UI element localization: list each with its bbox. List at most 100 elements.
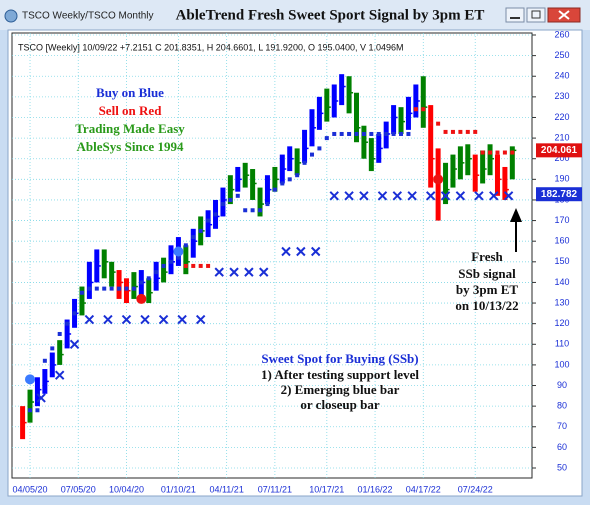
x-mark [310, 246, 321, 257]
price-bar [487, 144, 493, 176]
support-dots [250, 208, 255, 213]
support-dots [317, 146, 322, 151]
app-icon [4, 9, 18, 23]
price-bar [109, 261, 115, 287]
resistance-dots [443, 129, 448, 134]
x-mark [455, 191, 466, 201]
support-dots [376, 131, 381, 136]
maximize-button[interactable] [526, 7, 546, 23]
price-bar [146, 278, 152, 304]
support-dots [369, 131, 374, 136]
resistance-dots [191, 263, 196, 268]
price-bar [339, 74, 345, 106]
plot-area [11, 32, 533, 479]
x-mark [474, 191, 484, 201]
support-dots [295, 173, 300, 178]
price-bar [205, 210, 211, 238]
x-mark [259, 267, 269, 277]
y-tick-label: 100 [554, 359, 569, 369]
price-bar [324, 88, 330, 122]
x-tick-label: 10/04/20 [109, 484, 144, 494]
x-mark [103, 314, 113, 325]
y-tick-label: 80 [557, 401, 567, 411]
signal-circle [433, 174, 444, 185]
price-bar [116, 270, 122, 299]
y-tick-label: 160 [554, 236, 569, 246]
annotation: SSb signal [458, 266, 516, 281]
y-tick-label: 230 [554, 91, 569, 101]
x-mark [229, 267, 239, 277]
window-tab[interactable]: TSCO Weekly/TSCO Monthly [22, 11, 154, 22]
support-dots [206, 218, 211, 223]
x-tick-label: 07/24/22 [458, 484, 493, 494]
support-dots [94, 286, 99, 291]
y-tick-label: 210 [554, 132, 569, 142]
x-tick-label: 07/11/21 [258, 484, 292, 494]
price-bar [420, 76, 426, 128]
resistance-dots [465, 129, 470, 134]
support-dots [324, 136, 329, 141]
support-dots [347, 131, 352, 136]
support-dots [146, 276, 151, 281]
price-bar [161, 257, 167, 283]
support-dots [57, 331, 62, 336]
signal-circle [173, 246, 184, 257]
x-mark [54, 370, 65, 380]
x-tick-label: 07/05/20 [61, 484, 96, 494]
support-dots [183, 243, 188, 248]
price-bar [220, 187, 226, 217]
price-bar [183, 245, 189, 275]
price-bar [509, 146, 515, 180]
annotation: by 3pm ET [456, 282, 518, 297]
price-bar [257, 187, 263, 217]
price-bar [428, 105, 434, 188]
y-tick-label: 150 [554, 256, 569, 266]
resistance-dots [488, 150, 493, 155]
price-bar [153, 261, 159, 291]
signal-circle [136, 293, 147, 304]
x-mark [195, 314, 206, 325]
y-tick-label: 70 [557, 421, 567, 431]
support-dots [339, 131, 344, 136]
price-bar [302, 129, 308, 163]
chart-title: AbleTrend Fresh Sweet Sport Signal by 3p… [176, 7, 485, 23]
price-tag [536, 187, 582, 202]
price-bar [27, 389, 33, 423]
window-buttons [505, 7, 581, 23]
x-mark [140, 314, 150, 325]
support-dots [191, 235, 196, 240]
support-dots [243, 208, 248, 213]
x-mark [84, 314, 95, 325]
price-bar [346, 76, 352, 114]
resistance-dots [198, 263, 203, 268]
annotation: Sell on Red [99, 103, 163, 118]
annotation: Fresh [471, 249, 503, 264]
support-dots [35, 408, 40, 413]
x-mark [158, 314, 169, 325]
price-bar [472, 154, 478, 192]
x-mark [344, 191, 354, 201]
resistance-dots [502, 150, 507, 155]
annotation: Trading Made Easy [75, 121, 185, 136]
x-mark [392, 191, 403, 201]
minimize-button[interactable] [505, 7, 525, 23]
x-tick-label: 04/11/21 [209, 484, 243, 494]
resistance-dots [428, 121, 433, 126]
resistance-dots [413, 107, 418, 112]
resistance-dots [480, 150, 485, 155]
support-dots [354, 131, 359, 136]
x-mark [489, 191, 499, 201]
annotation: 1) After testing support level [261, 367, 419, 382]
price-bar [391, 105, 397, 134]
support-dots [406, 131, 411, 136]
support-dots [198, 228, 203, 233]
support-dots [213, 212, 218, 217]
price-tag-label: 182.782 [541, 189, 578, 200]
price-bar [57, 340, 63, 365]
resistance-dots [458, 129, 463, 134]
x-mark [425, 191, 436, 201]
price-bar [294, 148, 300, 176]
support-dots [235, 193, 240, 198]
